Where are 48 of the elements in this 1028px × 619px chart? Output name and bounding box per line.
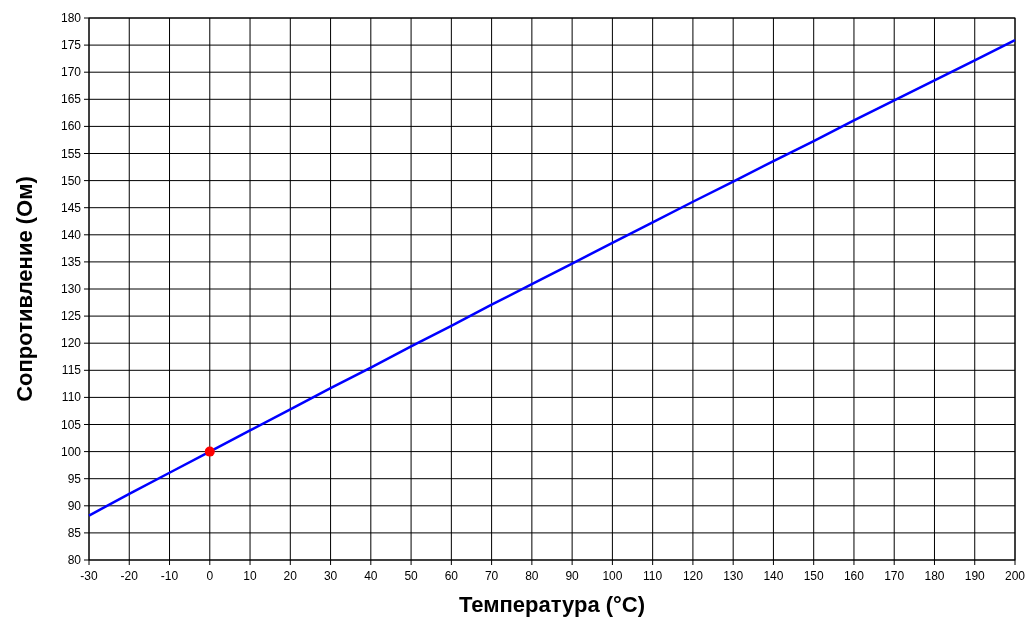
y-tick-label: 155 bbox=[60, 146, 82, 161]
x-tick-label: 30 bbox=[323, 569, 338, 583]
y-tick-label: 140 bbox=[60, 227, 82, 242]
x-tick-label: 90 bbox=[565, 569, 580, 583]
x-tick-label: 110 bbox=[643, 569, 663, 583]
x-tick-label: 160 bbox=[843, 569, 865, 583]
x-axis-title: Температура (°C) bbox=[458, 592, 646, 617]
y-tick-label: 180 bbox=[60, 11, 82, 25]
y-tick-label: 130 bbox=[60, 282, 82, 296]
x-tick-label: 0 bbox=[206, 569, 214, 583]
x-tick-label: 10 bbox=[243, 569, 258, 583]
y-tick-label: 110 bbox=[61, 390, 82, 405]
y-tick-label: 90 bbox=[67, 498, 82, 513]
y-tick-label: 160 bbox=[60, 119, 82, 134]
x-tick-label: 200 bbox=[1004, 569, 1026, 583]
y-tick-label: 175 bbox=[60, 38, 82, 53]
y-tick-label: 115 bbox=[61, 363, 82, 378]
line-series bbox=[87, 38, 1017, 517]
y-tick-label: 135 bbox=[60, 254, 82, 269]
x-tick-label: 60 bbox=[444, 569, 459, 583]
x-tick-label: 70 bbox=[484, 569, 499, 583]
x-tick-label: 150 bbox=[803, 569, 825, 583]
x-tick-label: 20 bbox=[283, 569, 298, 583]
x-tick-label: 40 bbox=[364, 569, 378, 583]
y-tick-label: 165 bbox=[60, 92, 82, 107]
x-tick-label: -10 bbox=[160, 569, 179, 583]
x-tick-label: -20 bbox=[120, 569, 139, 583]
x-tick-label: 130 bbox=[723, 569, 744, 583]
y-tick-label: 100 bbox=[60, 444, 82, 459]
x-tick-label: 50 bbox=[404, 569, 419, 583]
x-tick-label: 100 bbox=[602, 569, 623, 583]
y-tick-label: 125 bbox=[60, 309, 82, 324]
y-tick-label: 170 bbox=[60, 65, 82, 80]
x-tick-label: -30 bbox=[80, 569, 98, 583]
x-tick-label: 140 bbox=[763, 569, 784, 583]
x-tick-label: 190 bbox=[964, 569, 986, 583]
x-tick-label: 80 bbox=[525, 569, 539, 583]
y-tick-label: 150 bbox=[60, 173, 82, 188]
y-tick-label: 105 bbox=[60, 417, 82, 432]
y-tick-label: 95 bbox=[67, 471, 82, 486]
y-tick-label: 145 bbox=[60, 200, 82, 215]
x-tick-label: 120 bbox=[682, 569, 704, 583]
y-tick-label: 85 bbox=[67, 525, 82, 540]
x-tick-label: 170 bbox=[884, 569, 905, 583]
y-tick-label: 80 bbox=[67, 553, 82, 567]
y-axis-title: Сопротивление (Ом) bbox=[12, 176, 37, 402]
y-tick-label: 120 bbox=[60, 336, 82, 351]
x-tick-label: 180 bbox=[924, 569, 945, 583]
